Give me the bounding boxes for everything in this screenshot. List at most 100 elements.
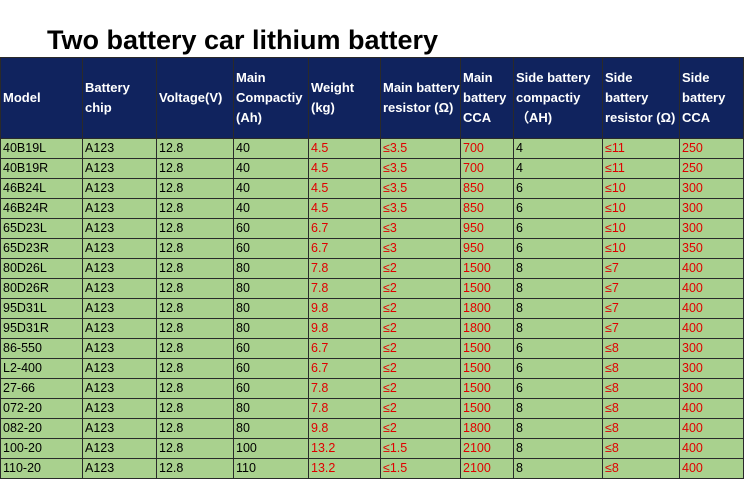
cell-main-resistor: ≤1.5	[380, 438, 461, 459]
cell-voltage: 12.8	[156, 178, 234, 199]
header-main-capacity: Main Compactiy (Ah)	[233, 57, 309, 139]
cell-weight: 7.8	[308, 378, 381, 399]
cell-weight: 13.2	[308, 458, 381, 479]
cell-side-resistor: ≤8	[602, 338, 680, 359]
cell-battery-chip: A123	[82, 318, 157, 339]
cell-main-capacity: 40	[233, 178, 309, 199]
cell-side-cca: 400	[679, 438, 744, 459]
cell-model: 072-20	[0, 398, 83, 419]
cell-side-resistor: ≤11	[602, 138, 680, 159]
cell-main-capacity: 110	[233, 458, 309, 479]
cell-battery-chip: A123	[82, 378, 157, 399]
cell-main-cca: 950	[460, 238, 514, 259]
cell-side-cca: 250	[679, 138, 744, 159]
cell-battery-chip: A123	[82, 458, 157, 479]
cell-weight: 6.7	[308, 358, 381, 379]
cell-model: 80D26R	[0, 278, 83, 299]
cell-side-resistor: ≤10	[602, 198, 680, 219]
cell-side-capacity: 4	[513, 158, 603, 179]
cell-side-capacity: 8	[513, 318, 603, 339]
cell-side-resistor: ≤8	[602, 358, 680, 379]
cell-main-cca: 1500	[460, 258, 514, 279]
cell-side-capacity: 6	[513, 238, 603, 259]
cell-voltage: 12.8	[156, 458, 234, 479]
cell-main-resistor: ≤1.5	[380, 458, 461, 479]
cell-side-capacity: 6	[513, 338, 603, 359]
table-row: 40B19R A123 12.8 40 4.5 ≤3.5 700 4 ≤11 250	[0, 158, 744, 179]
cell-weight: 7.8	[308, 278, 381, 299]
cell-battery-chip: A123	[82, 258, 157, 279]
cell-weight: 4.5	[308, 198, 381, 219]
cell-model: 40B19R	[0, 158, 83, 179]
cell-main-resistor: ≤3.5	[380, 198, 461, 219]
cell-battery-chip: A123	[82, 218, 157, 239]
table-row: 65D23L A123 12.8 60 6.7 ≤3 950 6 ≤10 300	[0, 218, 744, 239]
cell-main-capacity: 80	[233, 318, 309, 339]
cell-side-resistor: ≤7	[602, 318, 680, 339]
cell-side-capacity: 6	[513, 178, 603, 199]
cell-voltage: 12.8	[156, 418, 234, 439]
cell-main-capacity: 60	[233, 378, 309, 399]
cell-voltage: 12.8	[156, 358, 234, 379]
cell-voltage: 12.8	[156, 378, 234, 399]
cell-voltage: 12.8	[156, 218, 234, 239]
cell-side-cca: 400	[679, 258, 744, 279]
cell-voltage: 12.8	[156, 438, 234, 459]
header-main-resistor: Main battery resistor (Ω)	[380, 57, 461, 139]
cell-side-resistor: ≤8	[602, 438, 680, 459]
cell-side-resistor: ≤11	[602, 158, 680, 179]
cell-battery-chip: A123	[82, 398, 157, 419]
cell-main-capacity: 40	[233, 138, 309, 159]
header-battery-chip: Battery chip	[82, 57, 157, 139]
cell-battery-chip: A123	[82, 138, 157, 159]
cell-main-capacity: 40	[233, 198, 309, 219]
header-row: Model Battery chip Voltage(V) Main Compa…	[0, 57, 744, 139]
cell-main-cca: 2100	[460, 458, 514, 479]
cell-main-capacity: 60	[233, 218, 309, 239]
cell-main-capacity: 100	[233, 438, 309, 459]
cell-main-cca: 700	[460, 158, 514, 179]
cell-model: L2-400	[0, 358, 83, 379]
cell-voltage: 12.8	[156, 238, 234, 259]
cell-side-cca: 300	[679, 378, 744, 399]
cell-main-cca: 1800	[460, 298, 514, 319]
cell-main-resistor: ≤2	[380, 418, 461, 439]
cell-main-resistor: ≤2	[380, 278, 461, 299]
cell-side-resistor: ≤7	[602, 258, 680, 279]
table-row: 27-66 A123 12.8 60 7.8 ≤2 1500 6 ≤8 300	[0, 378, 744, 399]
cell-main-cca: 1500	[460, 278, 514, 299]
cell-main-capacity: 80	[233, 258, 309, 279]
cell-side-cca: 400	[679, 418, 744, 439]
cell-side-capacity: 6	[513, 218, 603, 239]
cell-main-resistor: ≤2	[380, 398, 461, 419]
cell-side-capacity: 6	[513, 358, 603, 379]
cell-voltage: 12.8	[156, 198, 234, 219]
cell-voltage: 12.8	[156, 278, 234, 299]
header-main-cca: Main battery CCA	[460, 57, 514, 139]
table-row: 86-550 A123 12.8 60 6.7 ≤2 1500 6 ≤8 300	[0, 338, 744, 359]
cell-side-cca: 400	[679, 458, 744, 479]
cell-battery-chip: A123	[82, 298, 157, 319]
cell-voltage: 12.8	[156, 158, 234, 179]
cell-main-resistor: ≤2	[380, 378, 461, 399]
cell-side-cca: 250	[679, 158, 744, 179]
cell-model: 40B19L	[0, 138, 83, 159]
cell-model: 65D23L	[0, 218, 83, 239]
cell-main-resistor: ≤3.5	[380, 138, 461, 159]
table-row: 46B24L A123 12.8 40 4.5 ≤3.5 850 6 ≤10 300	[0, 178, 744, 199]
header-side-cca: Side battery CCA	[679, 57, 744, 139]
cell-side-cca: 300	[679, 218, 744, 239]
table-row: 65D23R A123 12.8 60 6.7 ≤3 950 6 ≤10 350	[0, 238, 744, 259]
cell-voltage: 12.8	[156, 338, 234, 359]
cell-main-cca: 850	[460, 178, 514, 199]
cell-battery-chip: A123	[82, 438, 157, 459]
cell-side-cca: 300	[679, 198, 744, 219]
cell-side-capacity: 6	[513, 378, 603, 399]
cell-model: 95D31R	[0, 318, 83, 339]
cell-main-resistor: ≤3.5	[380, 178, 461, 199]
cell-side-capacity: 6	[513, 198, 603, 219]
cell-weight: 7.8	[308, 398, 381, 419]
cell-side-capacity: 8	[513, 298, 603, 319]
cell-side-cca: 400	[679, 298, 744, 319]
cell-model: 65D23R	[0, 238, 83, 259]
